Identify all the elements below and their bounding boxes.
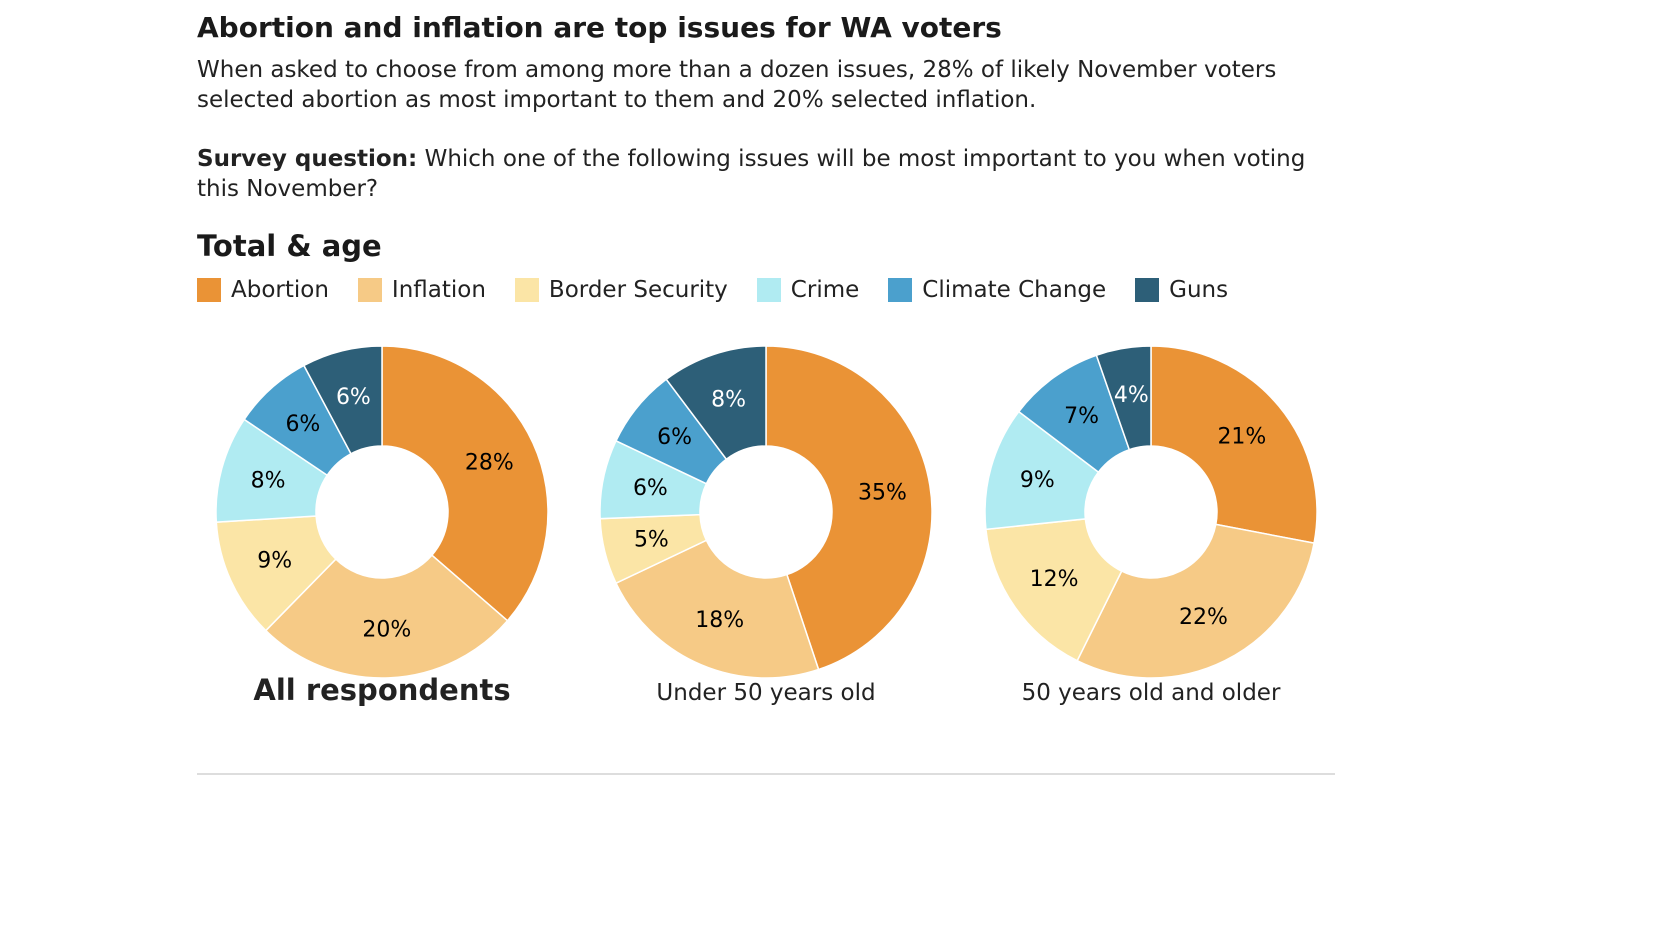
legend-label-crime: Crime xyxy=(790,277,860,303)
legend-label-guns: Guns xyxy=(1169,277,1229,303)
legend: Abortion Inflation Border Security Crime Cli… xyxy=(197,274,1257,306)
slice-label-all-respondents-guns: 6% xyxy=(336,385,371,410)
slice-all-respondents-inflation xyxy=(264,554,509,679)
legend-swatch-guns xyxy=(1135,278,1160,302)
slice-under-50-years-old-guns xyxy=(665,345,767,461)
donut-50-years-old-and-older: 21% 22% 12% 9% 7% 4% 50 years old and older xyxy=(984,345,1318,706)
legend-swatch-abortion xyxy=(197,278,221,302)
slice-50-years-old-and-older-abortion xyxy=(1150,345,1318,544)
slice-all-respondents-guns xyxy=(302,345,383,455)
legend-label-climate-change: Climate Change xyxy=(922,277,1107,303)
legend-item-guns: Guns xyxy=(1135,277,1228,303)
slice-label-under-50-years-old-border-security: 5% xyxy=(634,528,669,553)
legend-label-border-security: Border Security xyxy=(548,277,728,303)
legend-swatch-inflation xyxy=(357,278,382,302)
slice-label-50-years-old-and-older-guns: 4% xyxy=(1114,383,1149,408)
survey-question-label: Survey question: xyxy=(197,146,418,172)
slice-label-all-respondents-inflation: 20% xyxy=(362,617,411,642)
legend-swatch-border-security xyxy=(514,278,539,302)
slice-label-50-years-old-and-older-crime: 9% xyxy=(1020,468,1055,493)
slice-50-years-old-and-older-border-security xyxy=(985,518,1123,662)
donut-all-respondents: 28% 20% 9% 8% 6% 6% All respondents xyxy=(215,345,549,707)
slice-label-all-respondents-crime: 8% xyxy=(251,469,286,494)
legend-item-inflation: Inflation xyxy=(357,277,486,303)
donut-charts: 28% 20% 9% 8% 6% 6% All respondents 35% 18% 5% 6% 6… xyxy=(215,345,1318,707)
slice-50-years-old-and-older-guns xyxy=(1095,345,1152,451)
slice-label-under-50-years-old-guns: 8% xyxy=(711,388,746,413)
slice-label-50-years-old-and-older-climate-change: 7% xyxy=(1064,404,1099,429)
section-title: Total & age xyxy=(197,229,382,263)
donut-under-50-years-old: 35% 18% 5% 6% 6% 8% Under 50 years old xyxy=(599,345,933,706)
legend-item-abortion: Abortion xyxy=(197,277,329,303)
slice-under-50-years-old-abortion xyxy=(765,345,933,671)
donut-caption-under-50-years-old: Under 50 years old xyxy=(656,680,875,706)
slice-label-under-50-years-old-climate-change: 6% xyxy=(657,425,692,450)
divider xyxy=(197,773,1335,775)
slice-label-under-50-years-old-crime: 6% xyxy=(633,476,668,501)
legend-label-abortion: Abortion xyxy=(231,277,329,303)
legend-swatch-crime xyxy=(756,278,781,302)
legend-item-crime: Crime xyxy=(756,277,860,303)
slice-all-respondents-abortion xyxy=(381,345,549,622)
legend-item-border-security: Border Security xyxy=(514,277,728,303)
survey-question: Survey question: Which one of the follow… xyxy=(197,144,1337,204)
slice-label-50-years-old-and-older-inflation: 22% xyxy=(1179,605,1228,630)
slice-label-under-50-years-old-inflation: 18% xyxy=(695,608,744,633)
chart-subtitle: When asked to choose from among more tha… xyxy=(197,57,1277,113)
slice-50-years-old-and-older-inflation xyxy=(1076,523,1315,679)
donut-caption-50-years-old-and-older: 50 years old and older xyxy=(1022,680,1281,706)
slice-label-under-50-years-old-abortion: 35% xyxy=(858,481,907,506)
slice-label-all-respondents-abortion: 28% xyxy=(465,451,514,476)
slice-label-50-years-old-and-older-border-security: 12% xyxy=(1030,567,1079,592)
legend-item-climate-change: Climate Change xyxy=(888,277,1106,303)
slice-under-50-years-old-inflation xyxy=(615,539,820,679)
slice-label-50-years-old-and-older-abortion: 21% xyxy=(1217,424,1266,449)
survey-question-text: Which one of the following issues will b… xyxy=(197,146,1306,202)
donut-caption-all-respondents: All respondents xyxy=(253,673,510,707)
slice-label-all-respondents-climate-change: 6% xyxy=(285,412,320,437)
chart-title: Abortion and inflation are top issues fo… xyxy=(197,11,1002,44)
legend-label-inflation: Inflation xyxy=(391,277,486,303)
slice-label-all-respondents-border-security: 9% xyxy=(257,549,292,574)
legend-swatch-climate-change xyxy=(888,278,913,302)
